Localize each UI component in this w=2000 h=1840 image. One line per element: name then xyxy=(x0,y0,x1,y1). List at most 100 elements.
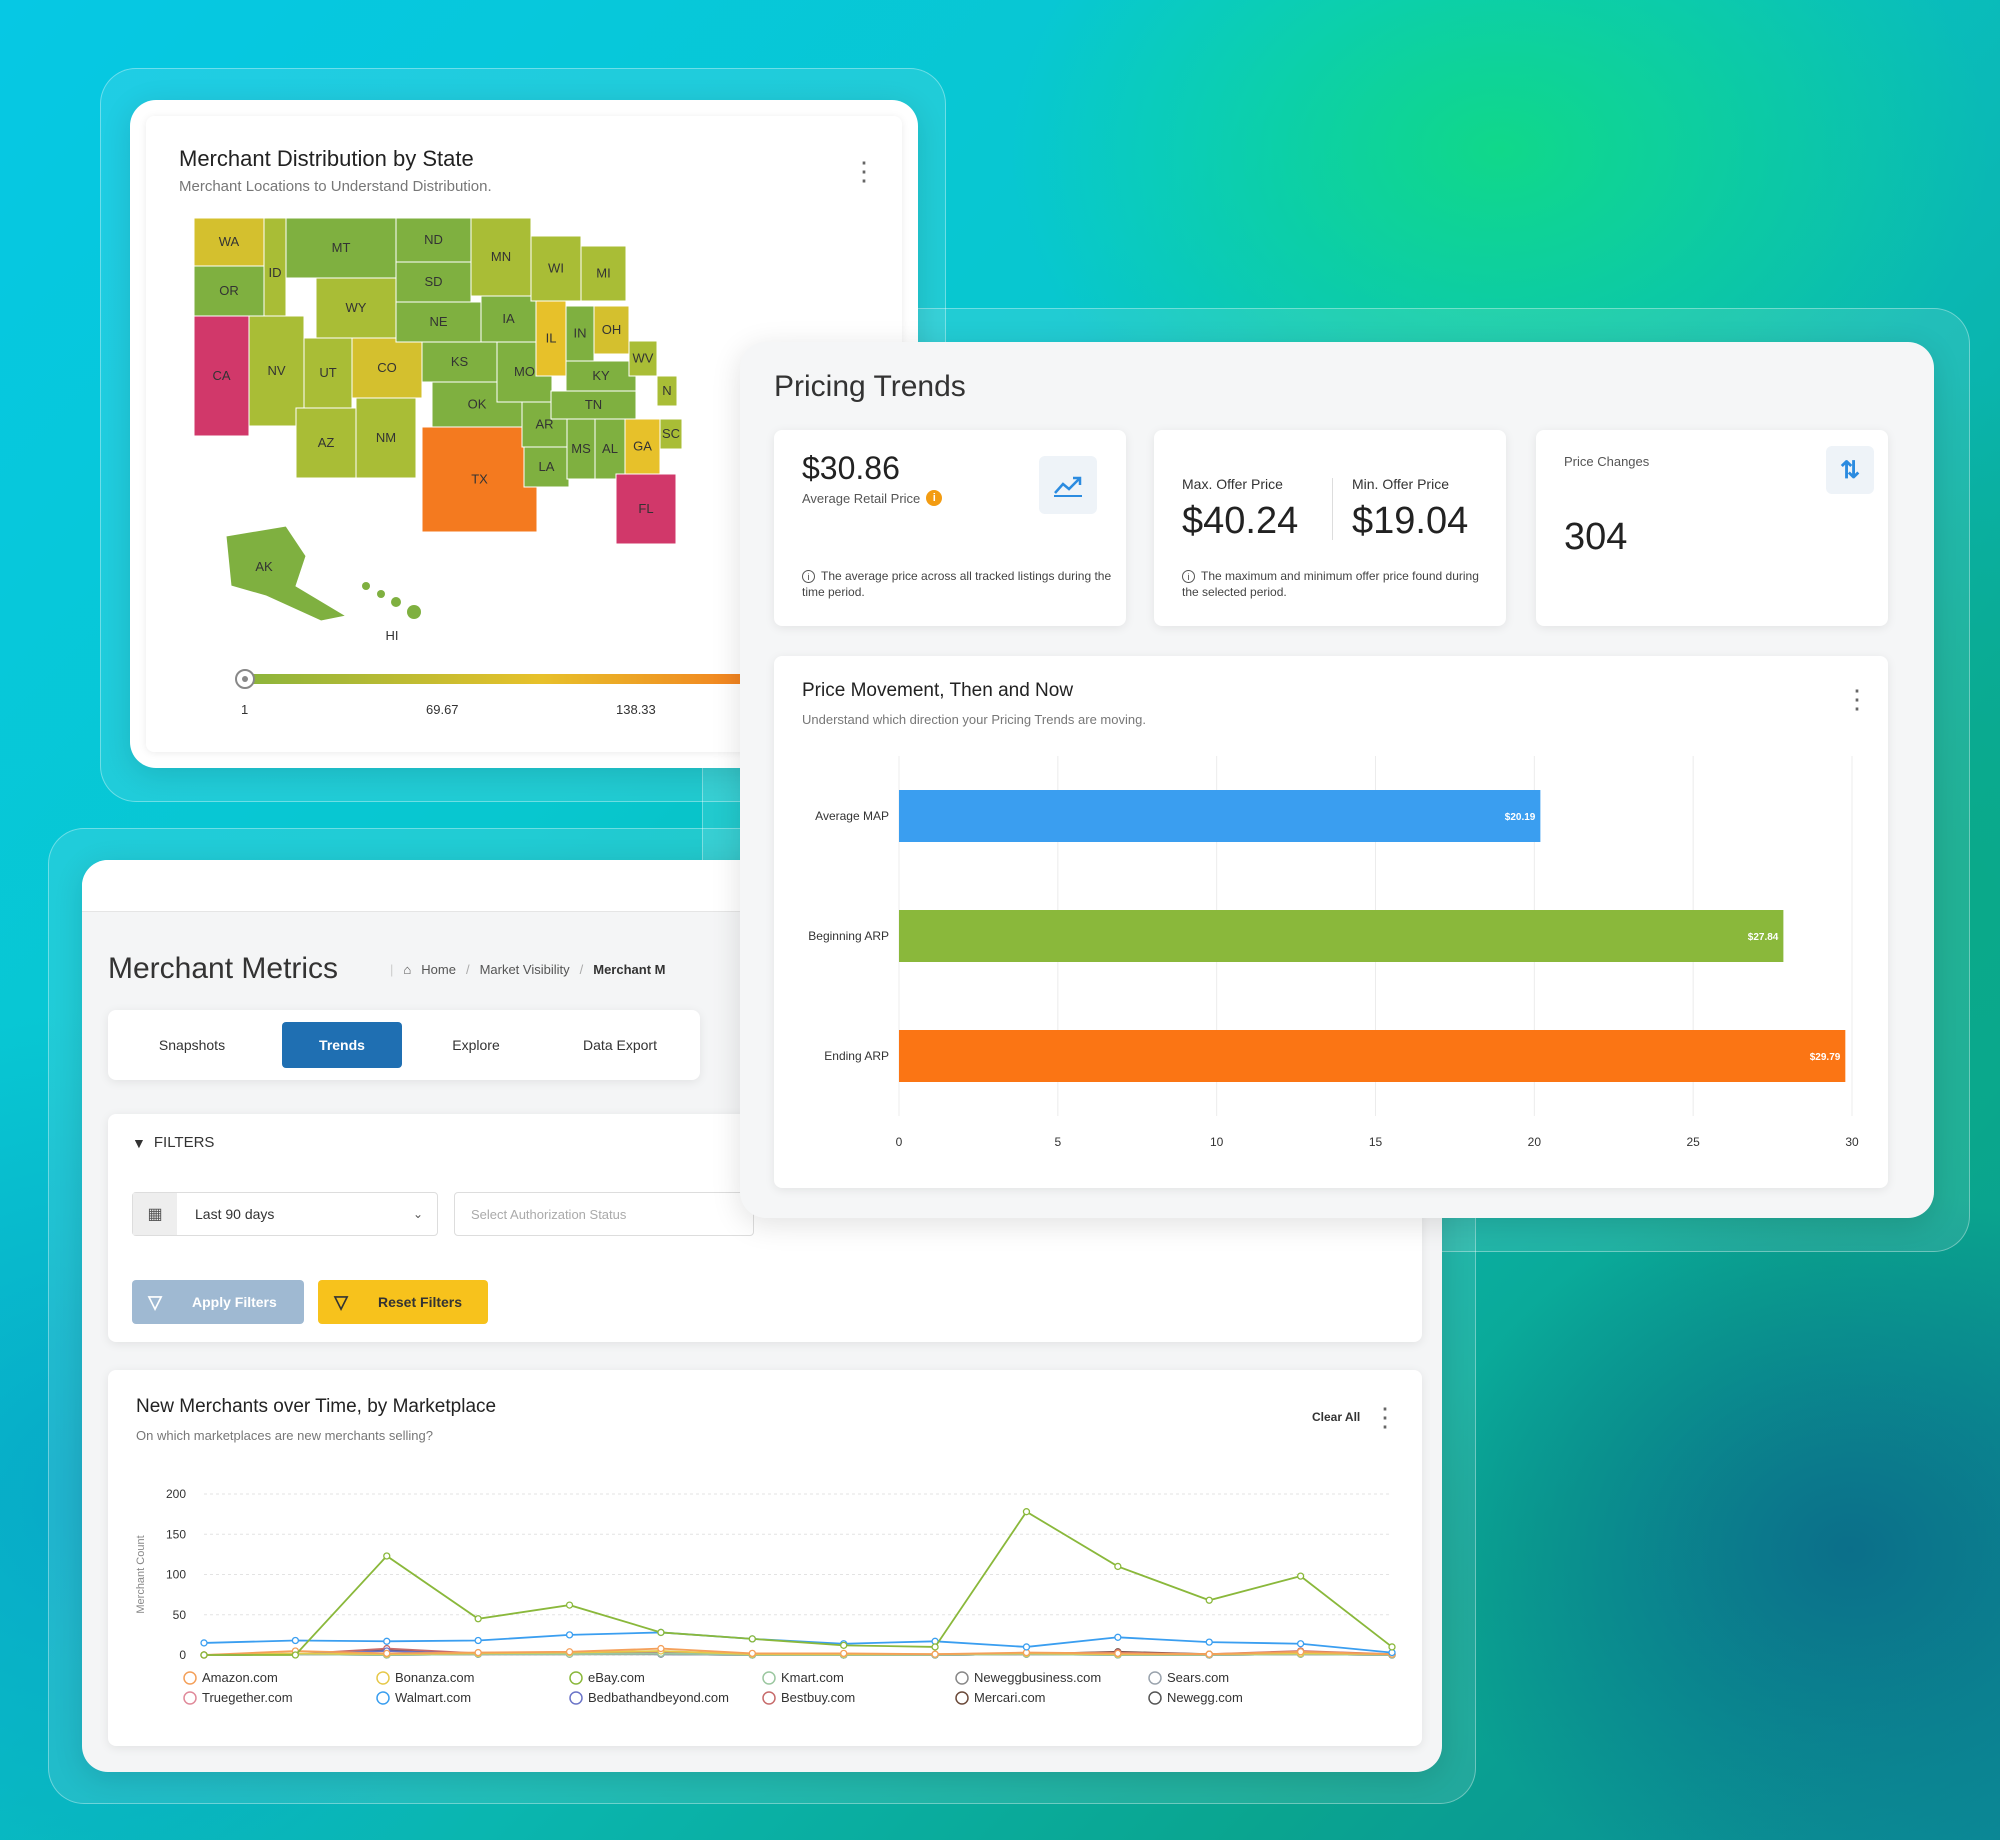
series-point[interactable] xyxy=(1205,1650,1213,1658)
series-point[interactable] xyxy=(565,1601,574,1609)
state-hi-island[interactable] xyxy=(362,582,370,590)
series-point[interactable] xyxy=(1205,1596,1213,1604)
state-oh[interactable] xyxy=(593,305,630,355)
legend-label[interactable]: Amazon.com xyxy=(202,1670,278,1685)
state-in[interactable] xyxy=(565,305,595,362)
series-point[interactable] xyxy=(748,1649,756,1658)
legend-marker[interactable] xyxy=(183,1671,197,1685)
series-point[interactable] xyxy=(1296,1648,1305,1656)
legend-label[interactable]: Truegether.com xyxy=(202,1690,293,1705)
authorization-status-select[interactable]: Select Authorization Status xyxy=(454,1192,754,1236)
legend-label[interactable]: Kmart.com xyxy=(781,1670,844,1685)
series-point[interactable] xyxy=(383,1552,391,1560)
series-point[interactable] xyxy=(383,1649,391,1658)
state-hi-island[interactable] xyxy=(377,590,385,598)
apply-filters-button[interactable]: ▽ Apply Filters xyxy=(132,1280,304,1324)
state-or[interactable] xyxy=(193,265,265,317)
series-point[interactable] xyxy=(840,1641,848,1649)
series-point[interactable] xyxy=(291,1651,300,1659)
legend-marker[interactable] xyxy=(1148,1671,1162,1685)
tab-snapshots[interactable]: Snapshots xyxy=(158,1037,226,1053)
series-point[interactable] xyxy=(383,1637,391,1645)
state-la[interactable] xyxy=(523,446,570,488)
legend-marker[interactable] xyxy=(955,1691,969,1705)
legend-label[interactable]: Walmart.com xyxy=(395,1690,471,1705)
series-line[interactable] xyxy=(204,1510,1393,1656)
home-icon[interactable]: ⌂ xyxy=(403,962,412,977)
series-point[interactable] xyxy=(657,1628,665,1637)
legend-marker[interactable] xyxy=(955,1671,969,1685)
legend-label[interactable]: Sears.com xyxy=(1167,1670,1229,1685)
legend-marker[interactable] xyxy=(376,1671,390,1685)
series-point[interactable] xyxy=(474,1648,482,1657)
bar[interactable] xyxy=(899,1030,1846,1082)
series-point[interactable] xyxy=(1114,1633,1122,1641)
series-point[interactable] xyxy=(474,1615,482,1623)
legend-marker[interactable] xyxy=(376,1691,390,1705)
breadcrumb-home[interactable]: Home xyxy=(421,962,456,977)
kebab-menu-icon[interactable]: ⋮ xyxy=(851,156,877,186)
legend-label[interactable]: Mercari.com xyxy=(974,1690,1046,1705)
state-nm[interactable] xyxy=(355,397,417,479)
series-point[interactable] xyxy=(1022,1508,1031,1516)
state-mn[interactable] xyxy=(470,217,532,297)
date-range-select[interactable]: ▦ Last 90 days ⌄ xyxy=(132,1192,438,1236)
legend-label[interactable]: Newegg.com xyxy=(1167,1690,1243,1705)
legend-marker[interactable] xyxy=(762,1691,776,1705)
series-point[interactable] xyxy=(200,1639,208,1647)
series-point[interactable] xyxy=(200,1651,208,1659)
reset-filters-button[interactable]: ▽ Reset Filters xyxy=(318,1280,488,1324)
state-wi[interactable] xyxy=(530,235,582,302)
state-il[interactable] xyxy=(535,300,567,377)
state-tn[interactable] xyxy=(550,390,637,420)
series-point[interactable] xyxy=(931,1643,939,1651)
state-al[interactable] xyxy=(594,418,626,480)
state-mi[interactable] xyxy=(580,245,627,302)
state-nv[interactable] xyxy=(248,315,305,427)
legend-marker[interactable] xyxy=(569,1671,583,1685)
legend-label[interactable]: Bonanza.com xyxy=(395,1670,475,1685)
state-tx[interactable] xyxy=(421,426,538,533)
kebab-menu-icon[interactable]: ⋮ xyxy=(1372,1402,1398,1432)
legend-marker[interactable] xyxy=(762,1671,776,1685)
series-point[interactable] xyxy=(1022,1643,1031,1651)
state-nd[interactable] xyxy=(395,217,472,263)
state-ne[interactable] xyxy=(395,301,482,343)
series-point[interactable] xyxy=(1114,1562,1122,1571)
info-badge-icon[interactable]: i xyxy=(926,490,943,506)
series-point[interactable] xyxy=(931,1650,939,1658)
state-fl[interactable] xyxy=(615,473,677,545)
tab-data-export[interactable]: Data Export xyxy=(583,1037,657,1053)
state-ak[interactable] xyxy=(225,525,348,622)
legend-marker[interactable] xyxy=(183,1691,197,1705)
state-hi-island[interactable] xyxy=(391,597,401,607)
legend-label[interactable]: Neweggbusiness.com xyxy=(974,1670,1101,1685)
series-point[interactable] xyxy=(291,1636,300,1645)
series-point[interactable] xyxy=(565,1648,574,1656)
bar[interactable] xyxy=(899,910,1784,962)
kebab-menu-icon[interactable]: ⋮ xyxy=(1844,684,1870,714)
series-point[interactable] xyxy=(840,1649,848,1658)
series-point[interactable] xyxy=(748,1635,756,1643)
series-point[interactable] xyxy=(1388,1643,1396,1651)
series-point[interactable] xyxy=(1296,1572,1305,1580)
state-sc[interactable] xyxy=(659,418,683,450)
series-point[interactable] xyxy=(474,1636,482,1645)
state-sd[interactable] xyxy=(395,261,472,303)
state-mt[interactable] xyxy=(285,217,397,279)
state-ga[interactable] xyxy=(624,418,661,475)
series-point[interactable] xyxy=(565,1631,574,1639)
legend-marker[interactable] xyxy=(569,1691,583,1705)
state-hi-island[interactable] xyxy=(407,605,421,619)
series-point[interactable] xyxy=(1296,1640,1305,1648)
tab-explore[interactable]: Explore xyxy=(452,1037,500,1053)
legend-marker[interactable] xyxy=(1148,1691,1162,1705)
series-point[interactable] xyxy=(657,1644,665,1653)
legend-label[interactable]: Bestbuy.com xyxy=(781,1690,855,1705)
state-wv[interactable] xyxy=(628,340,658,377)
state-wa[interactable] xyxy=(193,217,265,267)
series-point[interactable] xyxy=(1205,1638,1213,1646)
breadcrumb-market-visibility[interactable]: Market Visibility xyxy=(479,962,570,977)
legend-label[interactable]: Bedbathandbeyond.com xyxy=(588,1690,729,1705)
swap-arrows-icon[interactable]: ⇅ xyxy=(1826,446,1874,494)
